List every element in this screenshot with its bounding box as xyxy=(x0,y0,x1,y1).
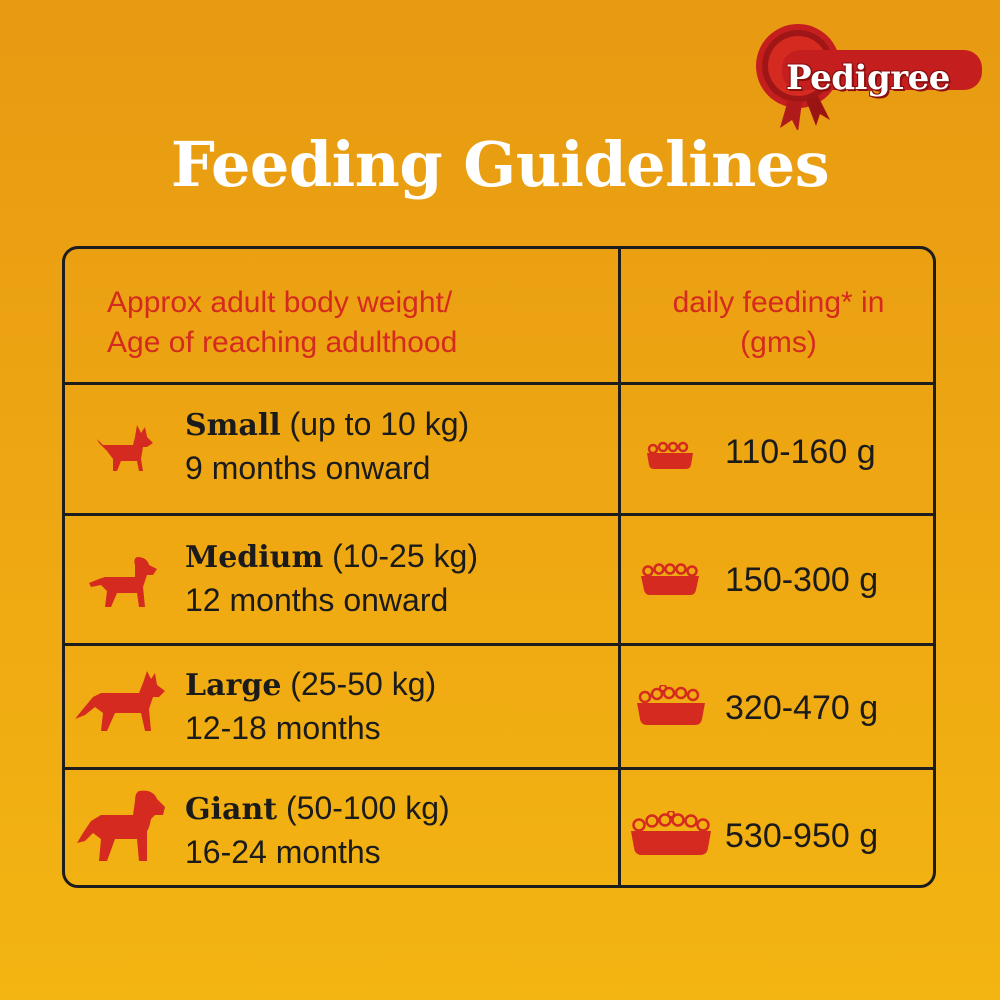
feeding-amount: 530-950 g xyxy=(725,817,879,855)
header-weight-age: Approx adult body weight/ Age of reachin… xyxy=(107,286,458,359)
column-divider xyxy=(618,249,621,885)
large-dog-icon xyxy=(75,671,165,731)
food-bowl-icon xyxy=(631,811,711,855)
giant-dog-icon xyxy=(77,790,165,861)
feeding-amount: 150-300 g xyxy=(725,561,879,599)
table-row: Medium (10-25 kg) 12 months onward xyxy=(185,538,478,618)
small-dog-icon xyxy=(97,425,153,471)
row-divider xyxy=(65,382,933,385)
row-divider xyxy=(65,513,933,516)
row-divider xyxy=(65,643,933,646)
food-bowl-icon xyxy=(641,563,699,595)
pedigree-logo: Pedigree xyxy=(752,20,988,130)
brand-name: Pedigree xyxy=(786,58,950,98)
feeding-amount: 320-470 g xyxy=(725,689,879,727)
food-bowl-icon xyxy=(637,685,705,725)
feeding-amount: 110-160 g xyxy=(725,433,876,471)
feeding-table: Approx adult body weight/ Age of reachin… xyxy=(62,246,936,888)
row-divider xyxy=(65,767,933,770)
page-title: Feeding Guidelines xyxy=(170,128,830,201)
header-daily-feeding: daily feeding* in (gms) xyxy=(672,286,885,359)
table-row: Small (up to 10 kg) 9 months onward xyxy=(185,406,470,486)
rosette-icon xyxy=(756,24,982,130)
medium-dog-icon xyxy=(89,557,157,607)
table-row: Large (25-50 kg) 12-18 months xyxy=(185,666,437,746)
food-bowl-icon xyxy=(647,441,693,469)
table-row: Giant (50-100 kg) 16-24 months xyxy=(185,790,450,870)
